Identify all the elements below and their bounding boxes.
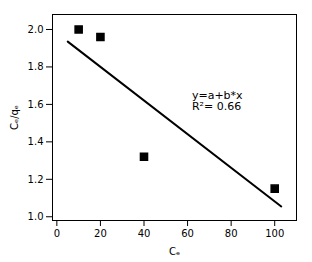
- svg-text:1.0: 1.0: [28, 211, 44, 222]
- svg-text:y=a+b*xR²= 0.66: y=a+b*xR²= 0.66: [192, 89, 243, 113]
- svg-text:Cₑ: Cₑ: [169, 246, 180, 257]
- svg-text:0: 0: [54, 228, 60, 239]
- svg-text:1.2: 1.2: [28, 174, 44, 185]
- svg-text:1.6: 1.6: [28, 99, 44, 110]
- svg-text:80: 80: [225, 228, 238, 239]
- svg-text:1.4: 1.4: [28, 136, 44, 147]
- svg-text:40: 40: [138, 228, 151, 239]
- svg-text:20: 20: [94, 228, 107, 239]
- svg-text:60: 60: [181, 228, 194, 239]
- svg-text:1.8: 1.8: [28, 61, 44, 72]
- svg-text:Cₑ/qₑ: Cₑ/qₑ: [9, 105, 20, 130]
- svg-text:2.0: 2.0: [28, 24, 44, 35]
- svg-text:100: 100: [265, 228, 284, 239]
